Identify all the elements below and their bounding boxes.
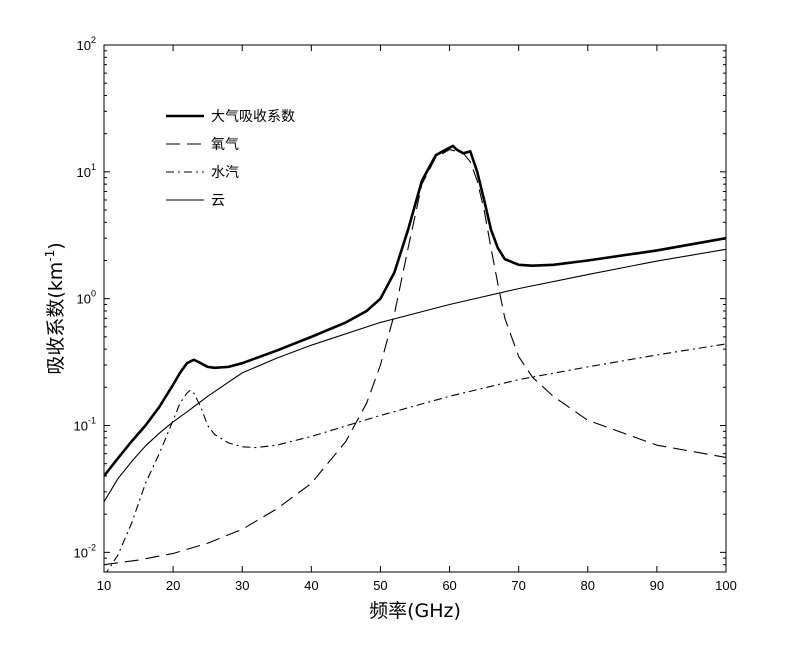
x-tick-label: 60 (442, 578, 456, 593)
legend-label-1: 氧气 (211, 137, 239, 153)
y-axis-title-text: 吸收系数(km (45, 262, 67, 375)
x-tick-label: 50 (373, 578, 387, 593)
x-tick-label: 80 (581, 578, 595, 593)
legend-label-3: 云 (211, 193, 225, 209)
series-layer (104, 144, 726, 572)
x-tick-label: 30 (235, 578, 249, 593)
plot-frame (103, 44, 727, 573)
y-tick-label: 102 (77, 35, 96, 53)
y-tick-label: 10-2 (74, 542, 96, 560)
x-axis-title: 频率(GHz) (369, 600, 461, 622)
y-tick-label: 101 (77, 162, 96, 180)
x-tick-label: 40 (304, 578, 318, 593)
y-axis-title-superscript: -1 (43, 250, 57, 262)
x-tick-label: 70 (511, 578, 525, 593)
x-tick-label: 90 (650, 578, 664, 593)
x-tick-label: 20 (166, 578, 180, 593)
legend-label-0: 大气吸收系数 (211, 109, 295, 125)
y-tick-label: 10-1 (74, 416, 96, 434)
y-axis-title-close: ) (45, 242, 67, 249)
series-line-0 (104, 144, 726, 477)
series-line-1 (104, 148, 726, 566)
ticks-layer: 10 20 30 40 50 60 70 80 90 100 10-2 10-1 100 101 102 (74, 35, 737, 593)
x-tick-label: 10 (97, 578, 111, 593)
series-line-2 (106, 343, 726, 572)
series-line-3 (104, 248, 726, 503)
x-tick-label: 100 (715, 578, 737, 593)
y-axis-title: 吸收系数(km-1) (43, 242, 67, 374)
legend-label-2: 水汽 (211, 165, 239, 181)
y-tick-label: 100 (77, 289, 96, 307)
